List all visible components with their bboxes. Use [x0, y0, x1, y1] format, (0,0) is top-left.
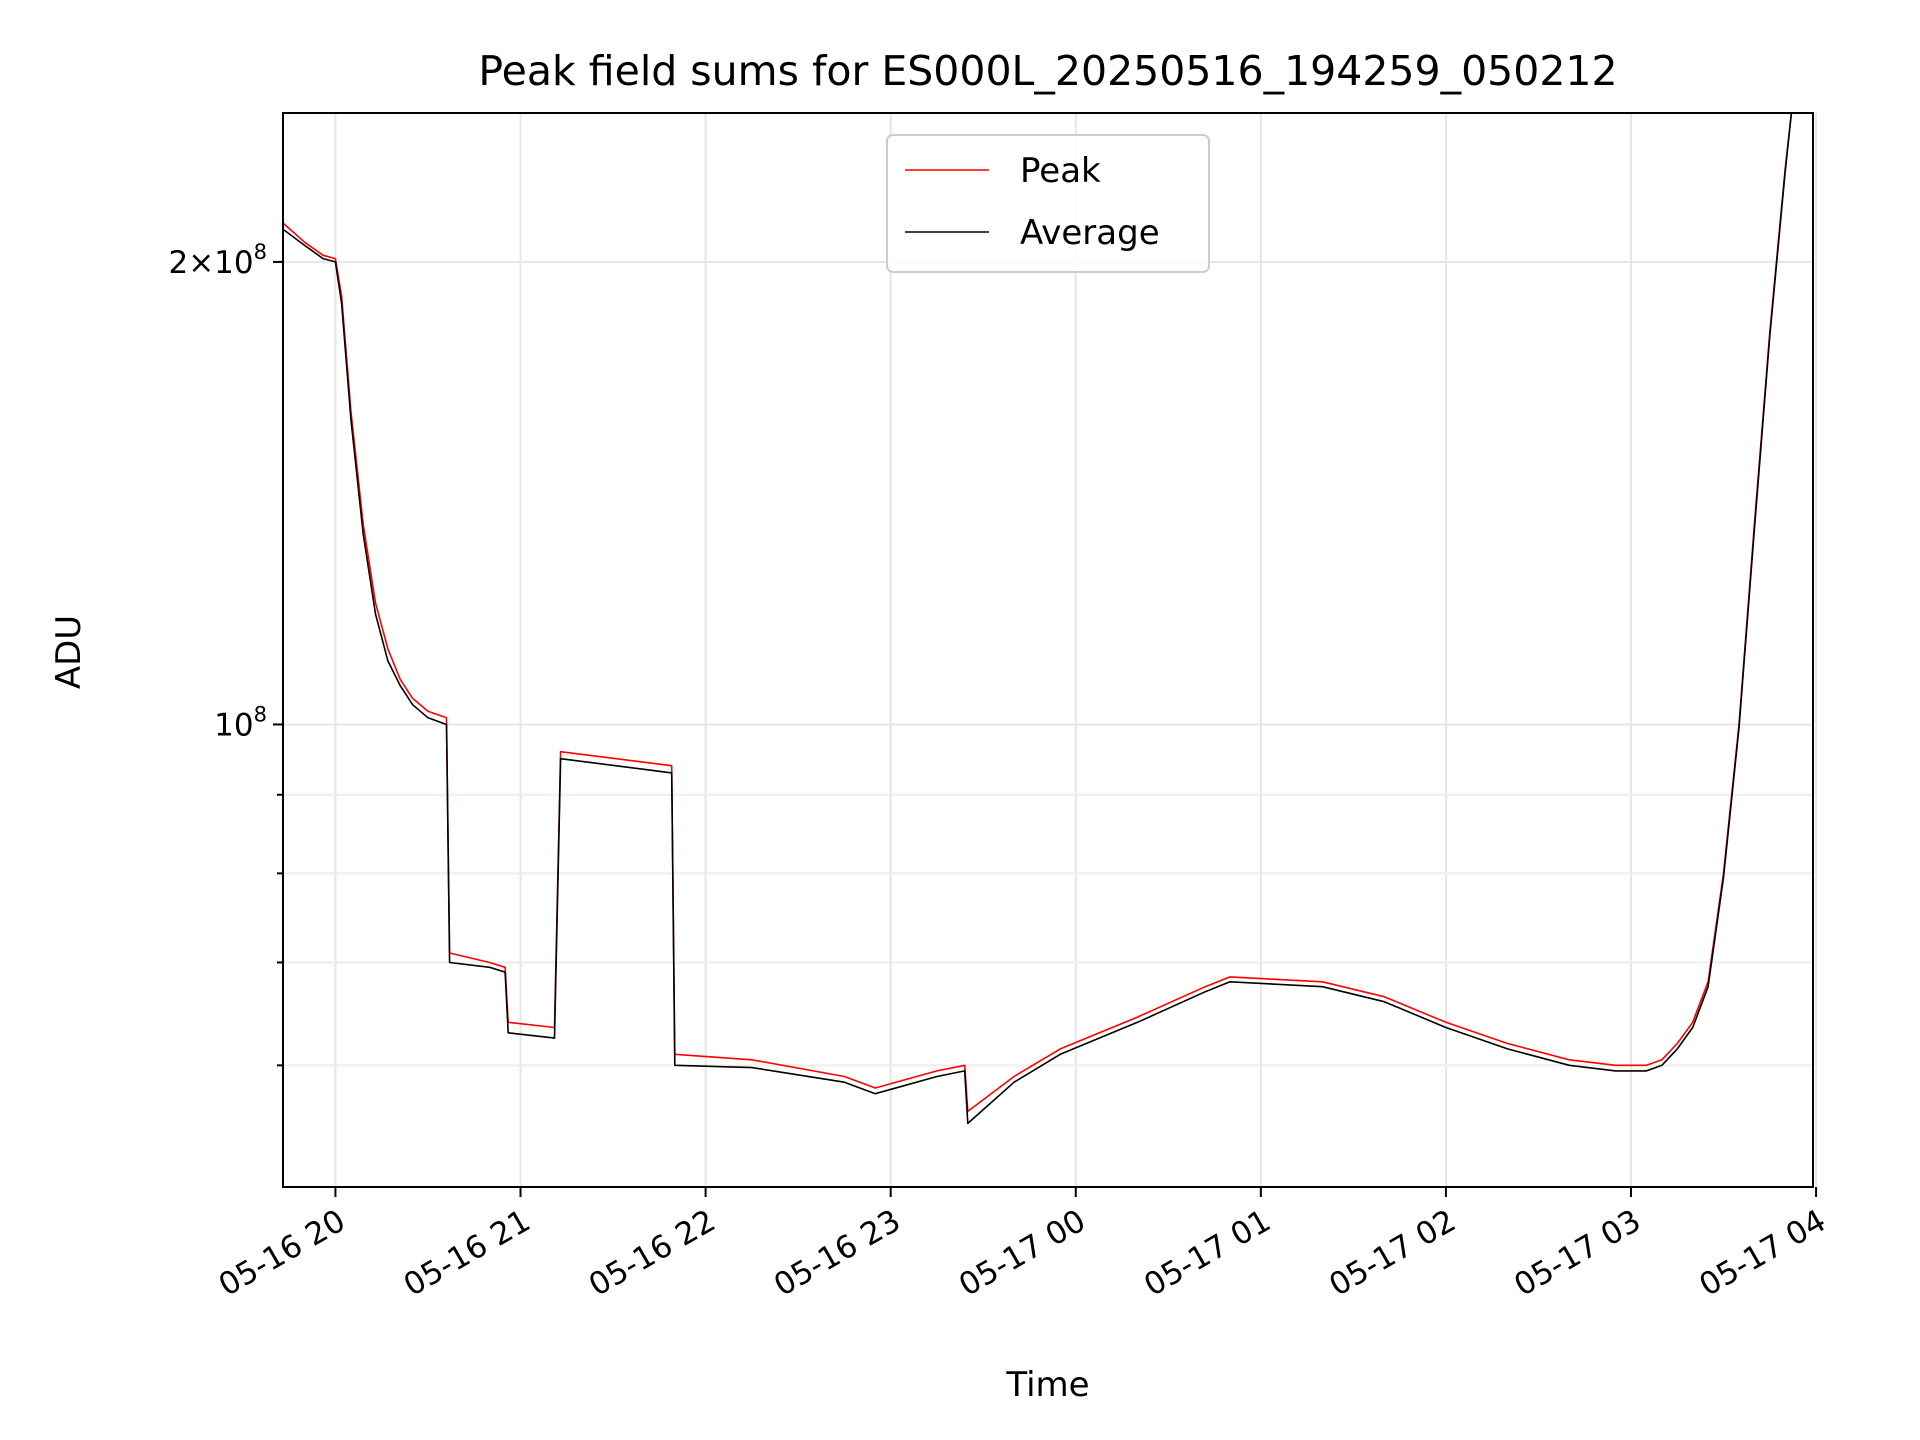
plot-frame [282, 112, 1814, 1188]
legend-label-peak: Peak [1020, 151, 1101, 191]
series-line-peak [283, 113, 1813, 1113]
plot-area [283, 113, 1813, 1125]
y-axis: 2×108 108 [168, 240, 283, 1067]
series-line-average [283, 113, 1813, 1125]
y-tick-label: 108 [214, 702, 267, 743]
chart-title: Peak field sums for ES000L_20250516_1942… [478, 47, 1617, 95]
series-layer [283, 113, 1813, 1125]
legend: Peak Average [886, 134, 1210, 273]
y-axis-title: ADU [49, 615, 89, 689]
y-tick-label: 2×108 [168, 240, 267, 281]
legend-label-average: Average [1020, 213, 1160, 253]
x-axis-title: Time [1005, 1365, 1089, 1405]
